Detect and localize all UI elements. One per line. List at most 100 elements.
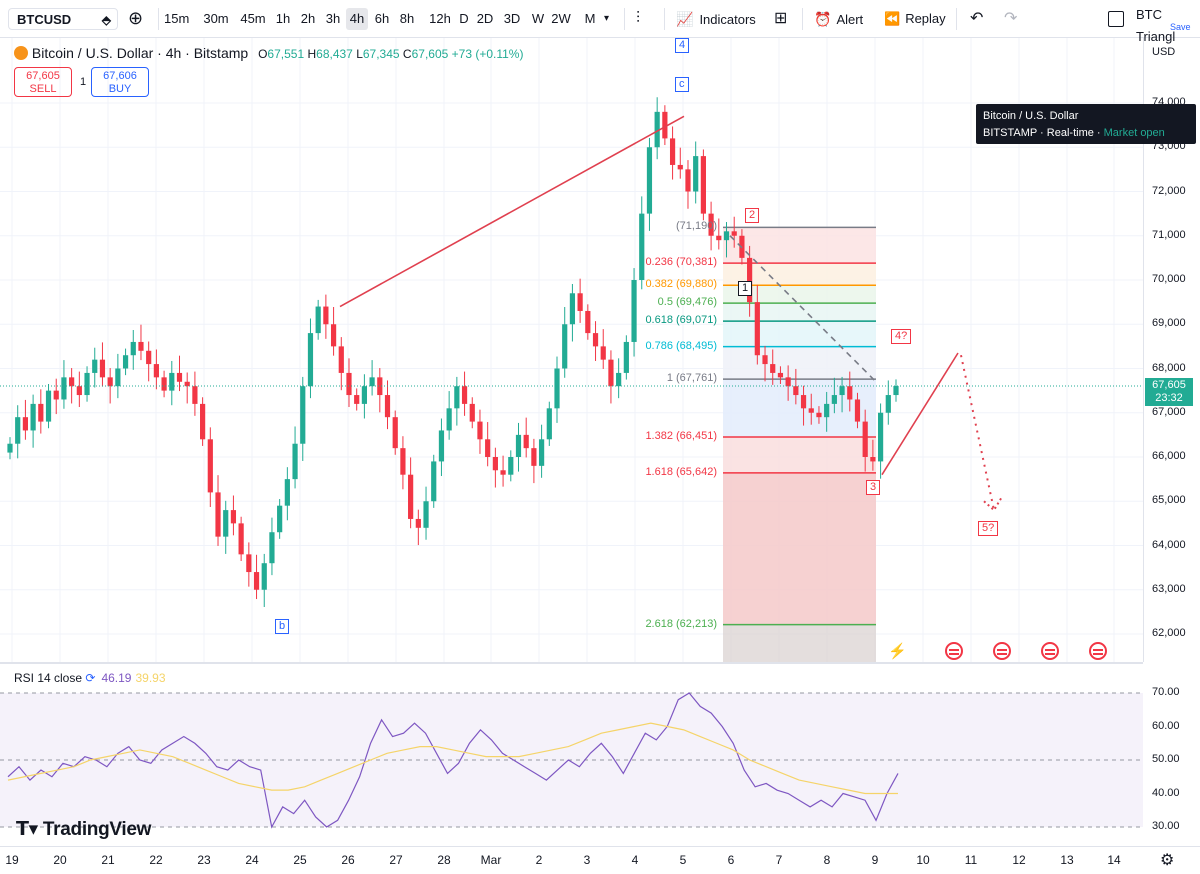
candle[interactable] [107, 377, 113, 387]
candle[interactable] [716, 235, 722, 241]
symbol-dropdown-icon[interactable]: ⬘ [101, 13, 111, 27]
candle[interactable] [747, 257, 753, 303]
candle[interactable] [269, 532, 275, 564]
candle[interactable] [646, 147, 653, 214]
candle[interactable] [608, 359, 614, 387]
candle[interactable] [854, 399, 861, 422]
candle[interactable] [99, 359, 106, 378]
candle[interactable] [808, 408, 814, 413]
candle[interactable] [693, 156, 699, 192]
projection-line[interactable] [881, 352, 959, 476]
candle[interactable] [723, 231, 730, 241]
candle[interactable] [346, 372, 352, 396]
dashed-trend-line[interactable] [729, 235, 877, 383]
candle[interactable] [793, 386, 799, 396]
candle[interactable] [754, 302, 760, 356]
interval-2h[interactable]: 2h [300, 11, 316, 26]
economic-event-flag-icon[interactable] [1041, 642, 1059, 660]
wave-label-b[interactable]: b [275, 619, 290, 634]
candle[interactable] [415, 518, 421, 528]
interval-M[interactable]: M [584, 11, 596, 26]
interval-4h[interactable]: 4h [346, 8, 368, 30]
candle[interactable] [531, 448, 537, 466]
candle[interactable] [122, 355, 129, 369]
candle[interactable] [816, 412, 822, 418]
wave-label-5-projected[interactable]: 5? [978, 521, 999, 536]
candle[interactable] [408, 474, 414, 519]
candle[interactable] [777, 372, 784, 378]
candle[interactable] [153, 364, 159, 378]
candle[interactable] [15, 417, 21, 444]
candle[interactable] [639, 213, 645, 280]
symbol-search[interactable]: BTCUSD ⬘ [8, 8, 118, 30]
candle[interactable] [330, 324, 337, 347]
candle[interactable] [361, 386, 367, 404]
undo-icon[interactable]: ↶ [970, 10, 984, 27]
candle[interactable] [485, 439, 491, 457]
interval-dropdown-icon[interactable]: ▾ [604, 13, 610, 24]
candle[interactable] [762, 355, 768, 365]
candle[interactable] [800, 395, 807, 409]
interval-2D[interactable]: 2D [476, 11, 494, 26]
alert-button[interactable]: ⏰ Alert [814, 8, 863, 30]
economic-event-flag-icon[interactable] [993, 642, 1011, 660]
candle[interactable] [323, 306, 329, 325]
interval-3D[interactable]: 3D [503, 11, 521, 26]
candle[interactable] [338, 346, 344, 373]
candle[interactable] [253, 572, 260, 590]
chart-plot-area[interactable] [0, 38, 1143, 846]
candle[interactable] [554, 368, 560, 409]
earnings-lightning-icon[interactable]: ⚡ [888, 643, 907, 660]
candle[interactable] [138, 341, 144, 351]
candle[interactable] [315, 306, 321, 334]
indicators-button[interactable]: 📈 Indicators [676, 8, 756, 30]
candle[interactable] [161, 377, 167, 391]
candle[interactable] [592, 333, 599, 347]
candle[interactable] [654, 111, 660, 148]
interval-45m[interactable]: 45m [240, 11, 266, 26]
candle[interactable] [770, 364, 776, 373]
candle[interactable] [76, 386, 82, 396]
candle[interactable] [176, 372, 183, 382]
interval-15m[interactable]: 15m [164, 11, 190, 26]
gear-icon[interactable]: ⚙ [1160, 852, 1175, 869]
candle[interactable] [562, 324, 568, 369]
candle[interactable] [45, 390, 52, 422]
candle[interactable] [469, 403, 475, 422]
economic-event-flag-icon[interactable] [1089, 642, 1107, 660]
save-link[interactable]: Save [1170, 22, 1191, 32]
candle[interactable] [215, 492, 221, 537]
candle[interactable] [277, 505, 283, 533]
candle[interactable] [38, 403, 44, 422]
candle[interactable] [22, 417, 29, 431]
currency-label[interactable]: USD [1152, 46, 1176, 58]
candle[interactable] [477, 421, 483, 440]
candle[interactable] [377, 377, 383, 396]
candle[interactable] [623, 341, 629, 373]
interval-30m[interactable]: 30m [203, 11, 229, 26]
candle[interactable] [30, 403, 36, 431]
candle[interactable] [577, 293, 583, 311]
tradingview-logo[interactable]: 𝗧▾ TradingView [16, 818, 151, 841]
candle[interactable] [92, 359, 98, 373]
candle-style-icon[interactable]: ⫶ [636, 10, 641, 27]
sell-button[interactable]: 67,605 SELL [14, 67, 72, 97]
candle[interactable] [539, 439, 545, 466]
candle[interactable] [569, 293, 576, 325]
candle[interactable] [862, 421, 868, 457]
projection-dotted-line[interactable] [960, 355, 995, 511]
wave-label-3[interactable]: 3 [866, 480, 881, 495]
candle[interactable] [207, 439, 213, 493]
candle[interactable] [508, 457, 514, 475]
interval-8h[interactable]: 8h [399, 11, 415, 26]
redo-icon[interactable]: ↷ [1004, 10, 1018, 27]
candle[interactable] [870, 457, 876, 462]
candle[interactable] [885, 395, 891, 413]
candle[interactable] [685, 169, 691, 192]
candle[interactable] [246, 554, 252, 573]
candle[interactable] [400, 448, 406, 475]
wave-label-1[interactable]: 1 [738, 281, 753, 296]
candle[interactable] [500, 470, 506, 475]
candle[interactable] [192, 386, 198, 404]
refresh-icon[interactable]: ⟳ [85, 671, 96, 685]
